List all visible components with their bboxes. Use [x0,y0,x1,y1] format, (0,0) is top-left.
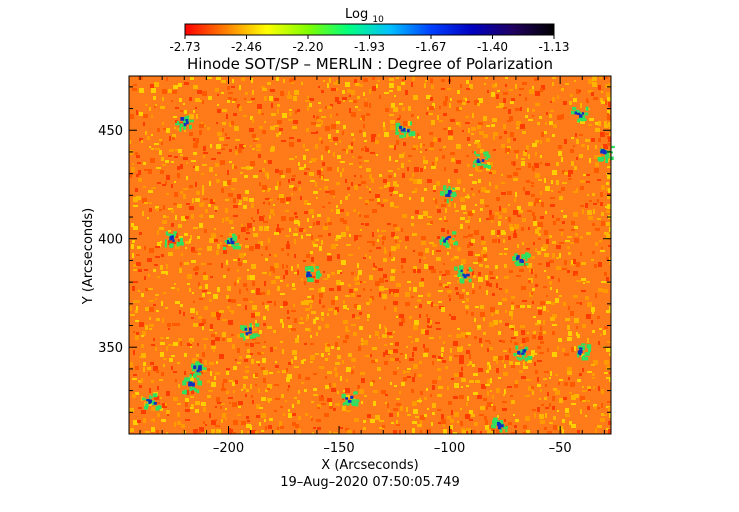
colorbar-tick-label: -1.13 [538,40,569,54]
colorbar-label: Log 10 [345,7,384,25]
plot-frame [128,75,612,435]
y-tick-label: 450 [98,124,123,139]
colorbar-tick-label: -1.67 [415,40,446,54]
y-axis-label: Y (Arcseconds) [81,208,96,305]
x-axis-label: X (Arcseconds) [321,458,418,473]
colorbar-label-main: Log [345,7,368,22]
colorbar-label-sub: 10 [372,15,384,25]
colorbar-tick-label: -2.73 [169,40,200,54]
colorbar: Log 10 -2.73 -2.46 -2.20 -1.93 -1.67 -1.40 -1.… [169,7,569,54]
x-tick-label: –100 [434,441,465,456]
polarization-image [128,75,615,435]
image-patches [142,106,615,433]
plot-title: Hinode SOT/SP – MERLIN : Degree of Polar… [187,55,553,73]
colorbar-tick-label: -1.93 [354,40,385,54]
x-tick-label: –150 [323,441,354,456]
colorbar-tick-label: -1.40 [477,40,508,54]
colorbar-tick-label: -2.20 [292,40,323,54]
image-speckle [129,76,611,434]
x-axis-ticks: –200 –150 –100 –50 [139,76,605,456]
timestamp: 19–Aug–2020 07:50:05.749 [280,475,459,490]
y-axis-ticks: 350 400 450 [98,86,611,413]
colorbar-ticks: -2.73 -2.46 -2.20 -1.93 -1.67 -1.40 -1.13 [169,35,570,54]
x-tick-label: –200 [213,441,244,456]
y-tick-label: 350 [98,341,123,356]
colorbar-gradient [184,23,555,36]
y-tick-label: 400 [98,233,123,248]
x-tick-label: –50 [549,441,572,456]
colorbar-tick-label: -2.46 [231,40,262,54]
